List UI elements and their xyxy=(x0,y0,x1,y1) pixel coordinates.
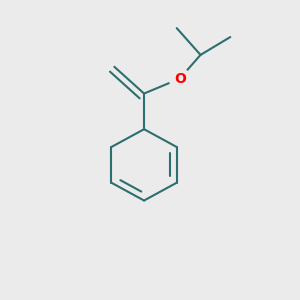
Circle shape xyxy=(169,68,190,89)
Text: O: O xyxy=(174,72,186,86)
